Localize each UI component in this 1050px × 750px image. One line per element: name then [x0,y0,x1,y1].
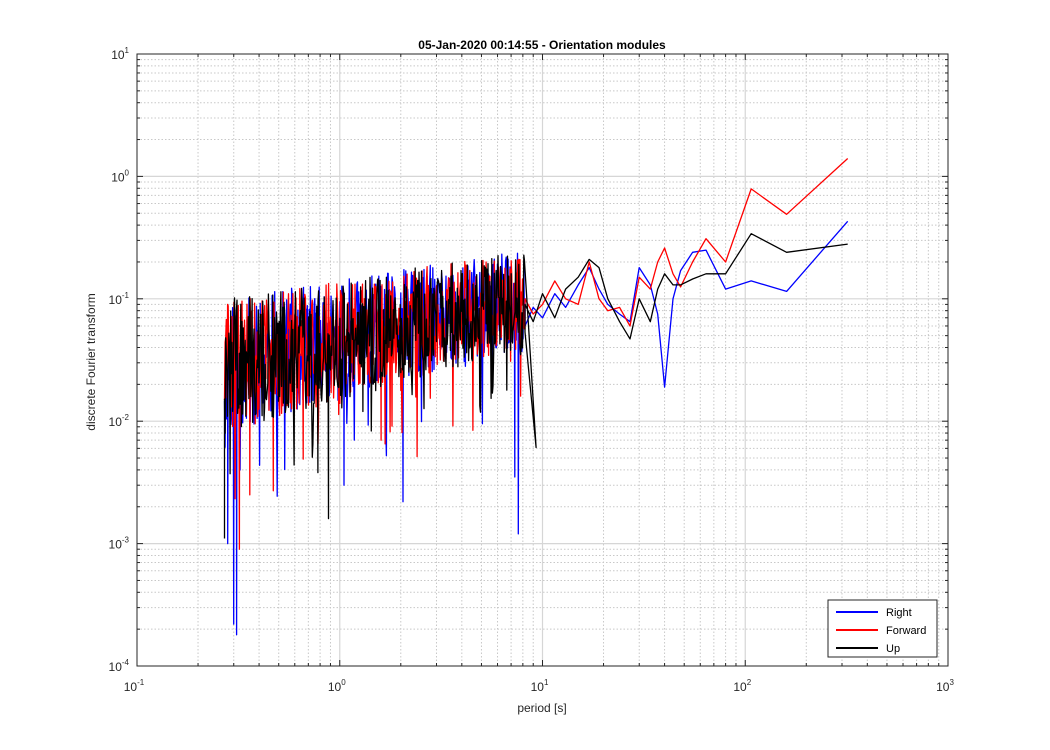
x-tick-label: 101 [531,678,549,694]
y-tick-label: 10-2 [109,413,130,429]
y-tick-label: 101 [111,46,129,62]
x-tick-label: 103 [936,678,954,694]
x-tick-label: 100 [328,678,346,694]
x-axis-label: period [s] [517,701,566,715]
y-tick-label: 10-1 [109,291,130,307]
y-tick-labels: 10-4 10-3 10-2 10-1 100 101 [109,46,130,674]
x-tick-labels: 10-1 100 101 102 103 [124,678,955,694]
x-tick-label: 10-1 [124,678,145,694]
series-line-up [223,233,848,539]
y-axis-label: discrete Fourier transform [84,293,98,430]
y-tick-label: 10-4 [109,658,130,674]
axis-ticks [136,53,949,667]
y-tick-label: 10-3 [109,536,130,552]
legend-label-forward: Forward [886,625,926,637]
chart-title: 05-Jan-2020 00:14:55 - Orientation modul… [418,38,666,52]
legend: Right Forward Up [827,599,938,658]
legend-label-right: Right [886,607,912,619]
series-layer [223,158,849,636]
y-tick-label: 100 [111,168,129,184]
x-tick-label: 102 [733,678,751,694]
plot-area [136,53,949,667]
legend-label-up: Up [886,643,900,655]
